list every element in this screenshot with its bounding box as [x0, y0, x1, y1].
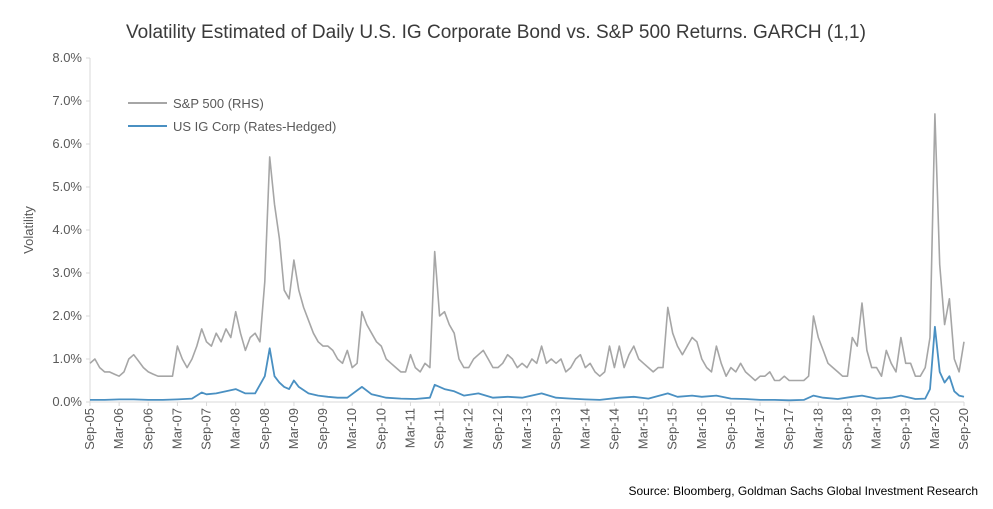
x-tick-label: Sep-18	[839, 408, 854, 450]
x-tick-label: Mar-14	[577, 408, 592, 449]
y-axis-ticks: 0.0% 1.0% 2.0% 3.0% 4.0% 5.0% 6.0% 7.0% 8.0%	[52, 50, 90, 409]
y-tick-label: 0.0%	[52, 394, 82, 409]
x-tick-label: Mar-20	[927, 408, 942, 449]
x-tick-label: Mar-06	[111, 408, 126, 449]
y-tick-label: 4.0%	[52, 222, 82, 237]
chart-title: Volatility Estimated of Daily U.S. IG Co…	[126, 22, 866, 43]
x-tick-label: Mar-12	[461, 408, 476, 449]
x-tick-label: Mar-09	[286, 408, 301, 449]
y-tick-label: 3.0%	[52, 265, 82, 280]
legend: S&P 500 (RHS) US IG Corp (Rates-Hedged)	[128, 96, 336, 134]
y-tick-label: 7.0%	[52, 93, 82, 108]
legend-label-us-ig-corp: US IG Corp (Rates-Hedged)	[173, 119, 336, 134]
y-tick-label: 8.0%	[52, 50, 82, 65]
x-tick-label: Mar-17	[752, 408, 767, 449]
x-tick-label: Mar-10	[344, 408, 359, 449]
source-note: Source: Bloomberg, Goldman Sachs Global …	[628, 484, 978, 498]
sp500-line	[89, 113, 965, 382]
y-tick-label: 6.0%	[52, 136, 82, 151]
x-axis-ticks: Sep-05 Mar-06 Sep-06 Mar-07 Sep-07 Mar-08 Sep-…	[82, 402, 971, 450]
y-tick-label: 5.0%	[52, 179, 82, 194]
x-tick-label: Sep-14	[606, 408, 621, 450]
us-ig-corp-line	[90, 325, 965, 402]
x-tick-label: Sep-06	[140, 408, 155, 450]
y-tick-label: 2.0%	[52, 308, 82, 323]
x-tick-label: Mar-07	[169, 408, 184, 449]
series-layer	[89, 113, 965, 402]
x-tick-label: Mar-08	[228, 408, 243, 449]
x-tick-label: Mar-15	[636, 408, 651, 449]
x-tick-label: Mar-13	[519, 408, 534, 449]
x-tick-label: Sep-08	[257, 408, 272, 450]
x-tick-label: Sep-05	[82, 408, 97, 450]
x-tick-label: Sep-10	[373, 408, 388, 450]
series-sp500	[89, 113, 965, 382]
x-tick-label: Mar-19	[869, 408, 884, 449]
x-tick-label: Sep-20	[956, 408, 971, 450]
x-tick-label: Sep-13	[548, 408, 563, 450]
x-tick-label: Mar-11	[402, 408, 417, 448]
x-tick-label: Mar-16	[694, 408, 709, 449]
series-us-ig-corp	[89, 325, 965, 402]
x-tick-label: Sep-19	[898, 408, 913, 450]
x-tick-label: Sep-11	[432, 408, 447, 449]
x-tick-label: Sep-15	[665, 408, 680, 450]
x-tick-label: Mar-18	[810, 408, 825, 449]
x-tick-label: Sep-07	[199, 408, 214, 450]
x-tick-label: Sep-12	[490, 408, 505, 450]
y-axis-label: Volatility	[21, 206, 36, 254]
y-tick-label: 1.0%	[52, 351, 82, 366]
x-tick-label: Sep-16	[723, 408, 738, 450]
x-tick-label: Sep-09	[315, 408, 330, 450]
legend-label-sp500: S&P 500 (RHS)	[173, 96, 264, 111]
x-tick-label: Sep-17	[781, 408, 796, 450]
